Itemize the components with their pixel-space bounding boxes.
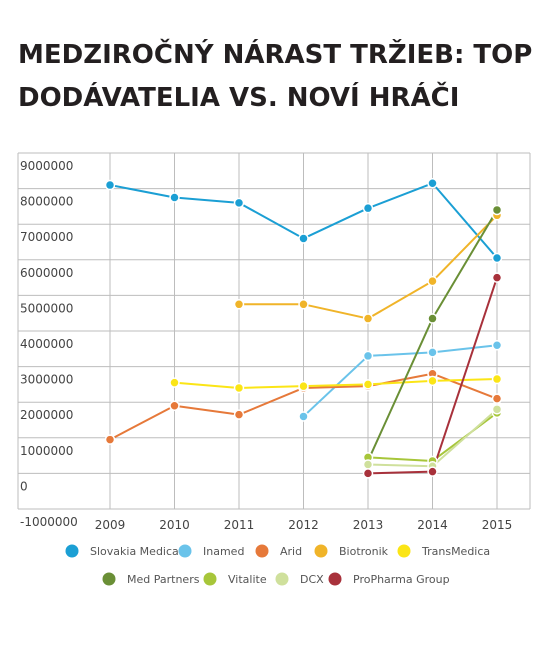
data-point-biotronik [233, 299, 245, 310]
data-point-transmedica [491, 373, 503, 385]
legend-item-arid: Arid [255, 544, 302, 558]
legend-label-dcx: DCX [300, 573, 324, 586]
y-tick-label: 1000000 [20, 444, 73, 458]
legend-label-inamed: Inamed [203, 545, 244, 558]
y-tick-label: 0 [20, 479, 28, 493]
legend-marker-arid [255, 544, 269, 558]
legend-item-transmedica: TransMedica [397, 544, 490, 558]
x-tick-label: 2011 [224, 518, 255, 532]
legend-item-dcx: DCX [275, 572, 324, 586]
data-point-arid [233, 409, 245, 420]
legend-item-slovakia-medical: Slovakia Medical [65, 544, 182, 558]
data-point-biotronik [298, 299, 309, 310]
y-tick-label: 7000000 [20, 230, 73, 244]
data-point-transmedica [233, 382, 245, 394]
legend-marker-propharma-group [328, 572, 342, 586]
data-point-transmedica [298, 380, 309, 392]
x-tick-label: 2010 [159, 518, 190, 532]
data-point-dcx [491, 404, 503, 415]
legend-item-propharma-group: ProPharma Group [328, 572, 450, 586]
legend-marker-biotronik [314, 544, 328, 558]
chart-title-line-2: DODÁVATELIA VS. NOVÍ HRÁČI [18, 81, 459, 113]
data-point-med-partners [491, 204, 503, 216]
y-tick-label: 6000000 [20, 266, 73, 280]
data-point-arid [169, 400, 180, 412]
x-tick-label: 2013 [353, 518, 384, 532]
x-tick-label: 2014 [417, 518, 448, 532]
data-point-propharma-group [491, 272, 503, 283]
data-point-slovakia-medical [104, 179, 116, 191]
y-tick-label: 4000000 [20, 337, 73, 351]
y-axis-tick-labels: 9000000 8000000 7000000 6000000 5000000 40000… [20, 159, 78, 529]
y-tick-label: 3000000 [20, 373, 73, 387]
legend-marker-dcx [275, 572, 289, 586]
data-point-slovakia-medical [233, 197, 245, 209]
legend-item-vitalite: Vitalite [203, 572, 267, 586]
x-tick-label: 2012 [288, 518, 319, 532]
chart-title-line-1: MEDZIROČNÝ NÁRAST TRŽIEB: TOP [18, 38, 532, 70]
legend-label-biotronik: Biotronik [339, 545, 389, 558]
data-point-slovakia-medical [169, 192, 180, 203]
data-point-inamed [491, 339, 503, 351]
series-line-transmedica [174, 378, 498, 389]
legend-label-propharma-group: ProPharma Group [353, 573, 450, 586]
legend-marker-vitalite [203, 572, 217, 586]
data-point-slovakia-medical [298, 233, 309, 244]
x-tick-label: 2015 [482, 518, 513, 532]
legend-label-med-partners: Med Partners [127, 573, 200, 586]
legend-marker-transmedica [397, 544, 411, 558]
y-tick-label: 9000000 [20, 159, 73, 173]
data-point-transmedica [362, 379, 374, 390]
legend-marker-med-partners [102, 572, 116, 586]
data-point-slovakia-medical [362, 202, 374, 214]
data-point-slovakia-medical [491, 252, 503, 264]
data-point-inamed [362, 350, 374, 362]
x-axis-tick-labels: 2009 2010 2011 2012 2013 2014 2015 [95, 518, 513, 532]
y-tick-label: -1000000 [20, 515, 78, 529]
legend-marker-inamed [178, 544, 192, 558]
data-point-dcx [362, 459, 374, 470]
legend-item-biotronik: Biotronik [314, 544, 389, 558]
data-point-inamed [427, 347, 438, 358]
data-point-transmedica [427, 375, 438, 387]
legend-label-transmedica: TransMedica [421, 545, 490, 558]
legend-item-inamed: Inamed [178, 544, 244, 558]
data-point-biotronik [427, 275, 438, 287]
data-point-arid [104, 434, 116, 445]
data-point-arid [491, 393, 503, 404]
data-point-propharma-group [362, 468, 374, 479]
data-point-slovakia-medical [427, 178, 438, 189]
data-point-propharma-group [427, 466, 438, 477]
legend-label-arid: Arid [280, 545, 302, 558]
data-point-transmedica [169, 377, 180, 388]
y-tick-label: 2000000 [20, 408, 73, 422]
data-point-inamed [298, 411, 309, 422]
legend-item-med-partners: Med Partners [102, 572, 200, 586]
legend: Slovakia Medical Inamed Arid Biotronik Trans… [65, 544, 490, 586]
grid [17, 152, 531, 510]
data-point-biotronik [362, 313, 374, 324]
legend-label-slovakia-medical: Slovakia Medical [90, 545, 182, 558]
x-tick-label: 2009 [95, 518, 126, 532]
series-points [104, 178, 503, 479]
legend-label-vitalite: Vitalite [228, 573, 267, 586]
data-point-med-partners [427, 313, 438, 324]
y-tick-label: 5000000 [20, 301, 73, 315]
y-tick-label: 8000000 [20, 195, 73, 209]
legend-marker-slovakia-medical [65, 544, 79, 558]
